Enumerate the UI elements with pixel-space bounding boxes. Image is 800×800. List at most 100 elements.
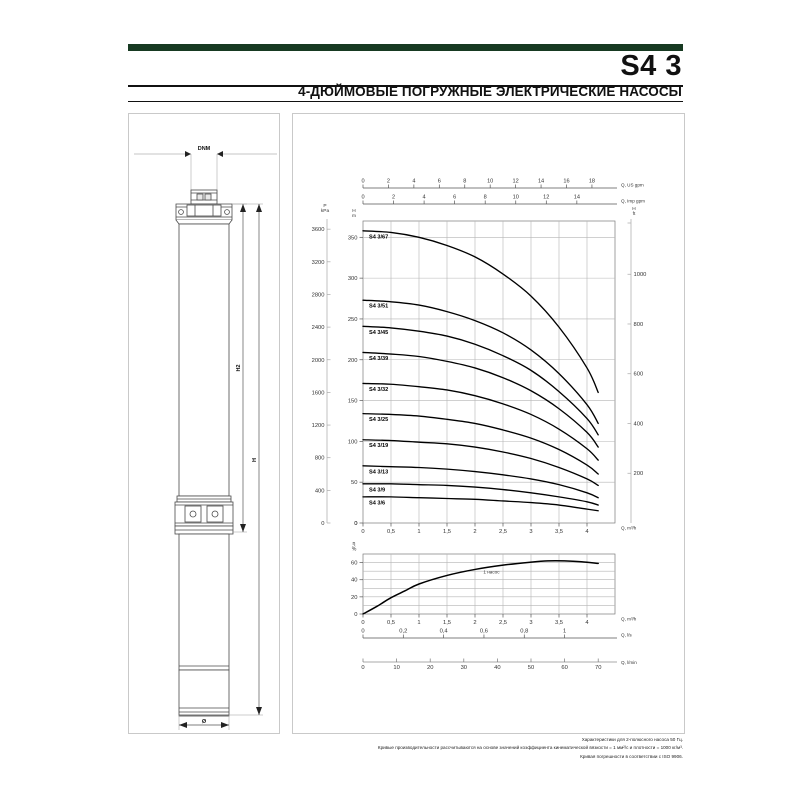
diameter-dimension-label: Ø <box>202 719 207 725</box>
lmin-tick-label: 50 <box>528 665 534 671</box>
top-axis-us-tick-label: 14 <box>538 179 544 185</box>
performance-curve <box>362 230 599 394</box>
left-axis-h-tick-label: 200 <box>348 358 358 364</box>
header-rule-top <box>128 85 683 87</box>
left-axis-p-tick-label: 400 <box>315 488 325 494</box>
curve-label: S4 3/67 <box>369 234 388 240</box>
bottom-axis-q-tick-label: 4 <box>585 529 589 535</box>
performance-charts-panel: 0 2 4 6 8 10 12 14 16 18 Q, US gpm 0 2 4 6 8 10 12 14 Q, Im… <box>292 113 685 734</box>
ls-tick-label: 0,4 <box>440 629 449 635</box>
curve-label: S4 3/9 <box>369 487 385 493</box>
right-axis-ft-tick-label: 800 <box>634 322 644 328</box>
pump-drawing-panel: DNM H2 H Ø <box>128 113 280 734</box>
header-subtitle: 4-ДЮЙМОВЫЕ ПОГРУЖНЫЕ ЭЛЕКТРИЧЕСКИЕ НАСОС… <box>298 84 682 99</box>
ls-tick-label: 0,2 <box>399 629 407 635</box>
bottom-axis-q-tick-label: 0 <box>361 529 364 535</box>
eff-y-tick-label: 60 <box>351 561 357 567</box>
performance-curve <box>362 412 599 475</box>
dnm-dimension-label: DNM <box>198 146 211 152</box>
header-green-bar <box>128 44 683 51</box>
lmin-tick-label: 0 <box>361 665 364 671</box>
footer-line-3: Кривая погрешности в соответствии с ISO … <box>580 753 683 759</box>
eff-x-tick-label: 2 <box>473 620 476 626</box>
eff-y-unit-label: η <box>353 541 356 547</box>
performance-curve <box>362 483 599 506</box>
right-axis-ft-unit-label: H <box>632 206 636 212</box>
top-axis-imp-tick-label: 8 <box>484 195 487 201</box>
top-axis-imp-tick-label: 6 <box>453 195 456 201</box>
left-axis-h-tick-label: 150 <box>348 399 358 405</box>
top-axis-imp-tick-label: 0 <box>361 195 364 201</box>
curve-label: S4 3/39 <box>369 356 388 362</box>
performance-curve <box>362 465 599 499</box>
bottom-axis-q-tick-label: 2 <box>473 529 476 535</box>
footer-line-2: Кривые производительности рассчитываются… <box>377 745 683 751</box>
left-axis-h-tick-label: 0 <box>354 521 357 527</box>
top-axis-imp-tick-label: 10 <box>513 195 519 201</box>
pump-technical-drawing: DNM H2 H Ø <box>134 146 277 730</box>
efficiency-curve <box>362 559 599 615</box>
left-axis-p-unit-label: P <box>323 203 326 209</box>
bottom-axis-q-tick-label: 1 <box>417 529 420 535</box>
lmin-tick-label: 60 <box>561 665 567 671</box>
curve-label: S4 3/6 <box>369 500 385 506</box>
left-axis-h-tick-label: 300 <box>348 276 358 282</box>
eff-y-tick-label: 20 <box>351 595 357 601</box>
ls-tick-label: 0 <box>361 629 364 635</box>
left-axis-h-tick-label: 250 <box>348 317 358 323</box>
eff-x-tick-label: 3 <box>529 620 532 626</box>
performance-curve <box>362 439 599 487</box>
bottom-axis-q-tick-label: 3,5 <box>555 529 563 535</box>
performance-curve <box>362 325 599 436</box>
efficiency-curve-label: 1 насос <box>483 570 500 575</box>
ls-tick-label: 1 <box>563 629 566 635</box>
lmin-tick-label: 40 <box>494 665 500 671</box>
eff-x-tick-label: 3,5 <box>555 620 563 626</box>
eff-y-unit-sub: % <box>352 547 357 553</box>
performance-curve <box>362 299 599 425</box>
left-axis-p-tick-label: 3200 <box>312 260 325 266</box>
right-axis-ft-tick-label: 400 <box>634 421 644 427</box>
top-axis-us-tick-label: 0 <box>361 179 364 185</box>
performance-curve <box>362 382 599 461</box>
eff-x-axis-label: Q, m³/h <box>621 617 637 622</box>
curve-label: S4 3/45 <box>369 330 388 336</box>
right-axis-ft-tick-label: 200 <box>634 471 644 477</box>
ls-tick-label: 0,6 <box>480 629 488 635</box>
eff-x-tick-label: 1,5 <box>443 620 451 626</box>
bottom-axis-q-tick-label: 0,5 <box>387 529 395 535</box>
top-axis-us-tick-label: 4 <box>412 179 415 185</box>
bottom-axis-q-label: Q, m³/h <box>621 526 637 531</box>
performance-curve <box>362 351 599 448</box>
eff-x-tick-label: 4 <box>585 620 589 626</box>
ls-axis-label: Q, l/s <box>621 633 632 638</box>
left-axis-p-tick-label: 3600 <box>312 227 325 233</box>
left-axis-h-tick-label: 100 <box>348 439 358 445</box>
page-title: S4 3 <box>620 50 682 82</box>
left-axis-p-unit-sub: kPa <box>321 208 330 214</box>
lmin-tick-label: 20 <box>427 665 433 671</box>
header-rule-bottom <box>128 101 683 102</box>
left-axis-h-unit-sub: m <box>352 214 356 219</box>
top-axis-imp-tick-label: 14 <box>574 195 580 201</box>
lmin-tick-label: 10 <box>393 665 399 671</box>
left-axis-h-tick-label: 350 <box>348 235 358 241</box>
top-axis-us-gpm-label: Q, US gpm <box>621 183 644 188</box>
h-dimension-label: H <box>252 458 258 462</box>
h2-dimension-label: H2 <box>236 364 242 371</box>
curve-label: S4 3/13 <box>369 469 388 475</box>
ls-tick-label: 0,8 <box>520 629 528 635</box>
footer-notes: Характеристики для 2-полюсного насоса 50… <box>123 736 683 761</box>
left-axis-h-tick-label: 50 <box>351 480 357 486</box>
left-axis-p-tick-label: 1200 <box>312 423 325 429</box>
curve-label: S4 3/19 <box>369 443 388 449</box>
top-axis-us-tick-label: 8 <box>463 179 466 185</box>
bottom-axis-q-tick-label: 3 <box>529 529 532 535</box>
curve-label: S4 3/25 <box>369 417 388 423</box>
left-axis-p-tick-label: 1600 <box>312 390 325 396</box>
lmin-tick-label: 30 <box>461 665 467 671</box>
bottom-axis-q-tick-label: 2,5 <box>499 529 507 535</box>
left-axis-p-tick-label: 0 <box>321 521 324 527</box>
